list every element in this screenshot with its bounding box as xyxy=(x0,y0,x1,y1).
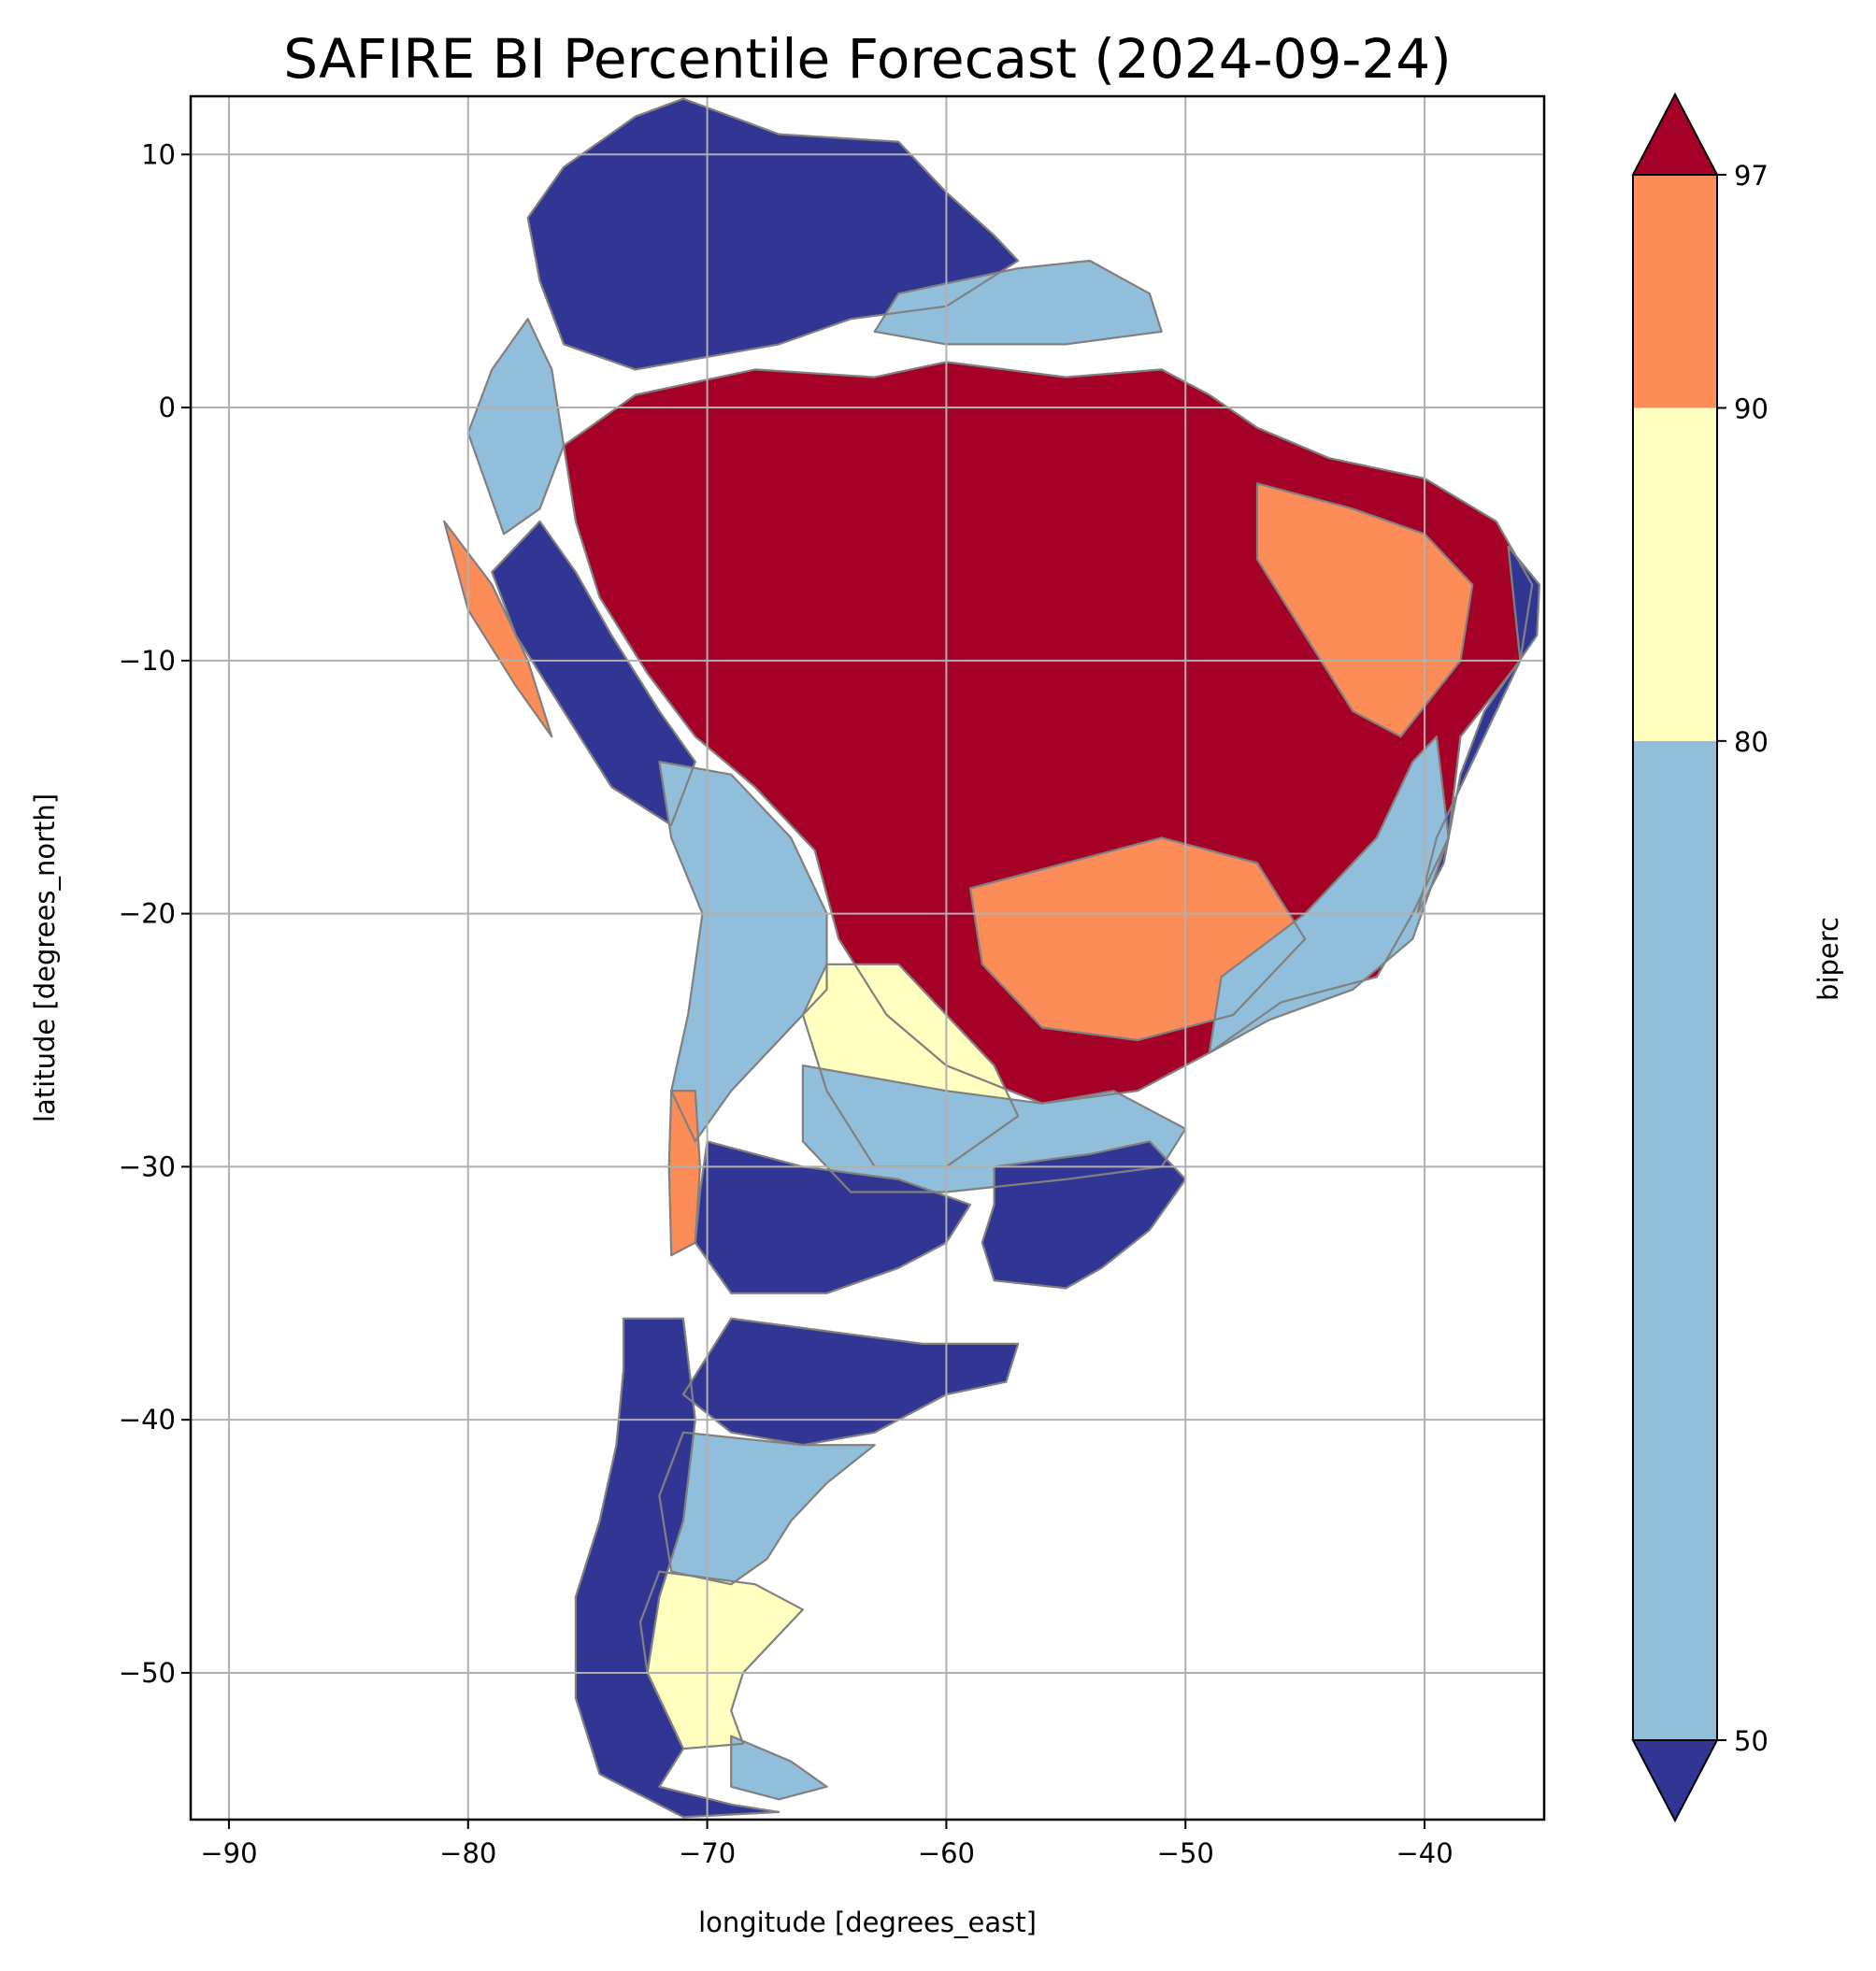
colorbar-extend-high xyxy=(1631,92,1719,176)
y-tick-label: −30 xyxy=(119,1150,176,1182)
border-northeast-mosaic xyxy=(1255,482,1474,738)
colorbar-tick-label: 80 xyxy=(1734,726,1769,758)
region-peru-coast xyxy=(444,521,552,737)
border-south-brazil-uruguay xyxy=(981,1140,1187,1290)
region-peru-highlands xyxy=(492,521,695,825)
colorbar-frame xyxy=(1632,174,1718,1741)
colorbar-label: biperc xyxy=(1812,917,1844,1001)
y-tick-label: −10 xyxy=(119,645,176,677)
border-patagonia-north xyxy=(658,1431,876,1586)
region-northeast-mosaic xyxy=(1257,483,1473,737)
colorbar-segment xyxy=(1633,407,1717,741)
border-patagonia-south xyxy=(638,1570,805,1750)
y-tick-label: −50 xyxy=(119,1657,176,1689)
x-axis-label: longitude [degrees_east] xyxy=(698,1907,1037,1938)
region-chile-central xyxy=(668,1091,700,1256)
region-cuyo-cordoba xyxy=(695,1141,970,1293)
border-east-coast-strip xyxy=(1416,545,1541,915)
x-tick-label: −70 xyxy=(679,1837,736,1869)
x-tick-label: −40 xyxy=(1396,1837,1453,1869)
x-tick-label: −90 xyxy=(200,1837,257,1869)
border-gran-chaco xyxy=(801,963,1020,1168)
border-central-brazil-mosaic xyxy=(968,836,1307,1042)
colorbar-extend-low xyxy=(1631,1739,1719,1823)
y-ticks: 10 0 −10 −20 −30 −40 −50 xyxy=(119,138,191,1689)
region-altiplano xyxy=(659,762,827,1142)
region-patagonia-south xyxy=(640,1571,803,1750)
y-tick-label: 0 xyxy=(159,392,176,423)
chart-title: SAFIRE BI Percentile Forecast (2024-09-2… xyxy=(283,27,1452,91)
plot-frame xyxy=(189,94,1546,1821)
border-caribbean-coast xyxy=(526,97,1020,371)
colorbar-segment xyxy=(1633,740,1717,1740)
y-tick-label: 10 xyxy=(141,138,176,170)
x-ticks: −90 −80 −70 −60 −50 −40 xyxy=(200,1820,1454,1869)
percentile-regions xyxy=(444,98,1539,1818)
colorbar-tick-label: 90 xyxy=(1734,393,1769,424)
map-plot-area: −90 −80 −70 −60 −50 −40 10 0 −10 −20 −30 −40 −50 xyxy=(119,94,1546,1869)
border-peru-highlands xyxy=(491,520,696,826)
country-borders xyxy=(443,97,1541,1819)
region-patagonia-north xyxy=(659,1432,875,1585)
region-tierra-del-fuego xyxy=(731,1735,827,1800)
x-tick-label: −60 xyxy=(918,1837,975,1869)
grid-lines xyxy=(191,96,1544,1820)
x-tick-label: −50 xyxy=(1157,1837,1214,1869)
colorbar-segment xyxy=(1633,175,1717,408)
colorbar-tick-label: 97 xyxy=(1734,160,1769,192)
y-axis-label: latitude [degrees_north] xyxy=(29,793,61,1122)
border-amazon-basin xyxy=(562,361,1534,1105)
border-northern-guianas xyxy=(873,259,1163,346)
region-buenos-aires-south xyxy=(683,1318,1019,1446)
region-mata-atlantica xyxy=(1209,736,1449,1053)
colorbar-tick-label: 50 xyxy=(1734,1725,1769,1757)
region-east-coast-strip xyxy=(1417,547,1539,914)
y-tick-label: −20 xyxy=(119,898,176,930)
border-chilean-andes-south xyxy=(574,1317,780,1819)
region-south-brazil-uruguay xyxy=(981,1141,1186,1289)
colorbar: 50 80 90 97 xyxy=(1631,92,1769,1823)
x-tick-label: −80 xyxy=(439,1837,496,1869)
y-tick-label: −40 xyxy=(119,1404,176,1435)
border-tierra-del-fuego xyxy=(730,1735,828,1801)
region-chilean-andes-south xyxy=(575,1318,780,1818)
region-andes-north xyxy=(467,319,565,535)
